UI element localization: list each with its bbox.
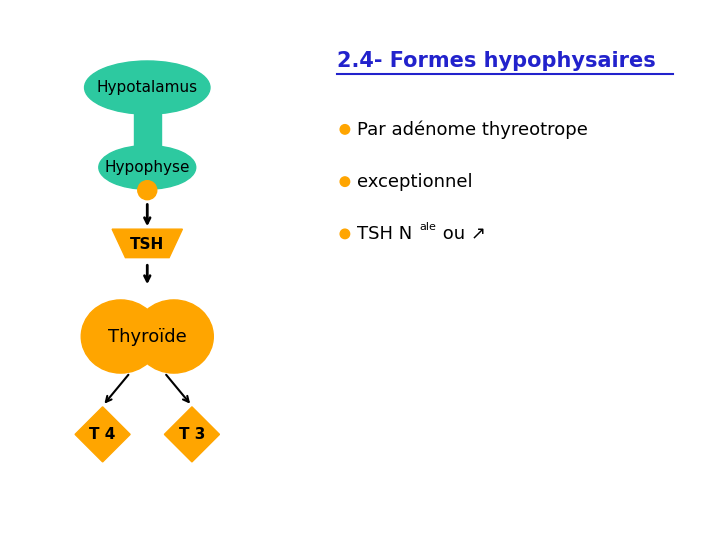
Circle shape <box>340 125 350 134</box>
Text: 2.4- Formes hypophysaires: 2.4- Formes hypophysaires <box>337 51 656 71</box>
Text: T 4: T 4 <box>89 427 116 442</box>
Polygon shape <box>164 407 220 462</box>
Text: exceptionnel: exceptionnel <box>357 173 473 191</box>
Ellipse shape <box>84 61 210 114</box>
Ellipse shape <box>81 300 160 373</box>
Circle shape <box>340 177 350 186</box>
Text: Hypophyse: Hypophyse <box>104 160 190 175</box>
Bar <box>134 111 161 153</box>
Polygon shape <box>75 407 130 462</box>
Ellipse shape <box>135 300 213 373</box>
Text: ou ↗: ou ↗ <box>437 225 486 243</box>
Text: T 3: T 3 <box>179 427 205 442</box>
Text: ale: ale <box>419 222 436 232</box>
Circle shape <box>138 181 157 200</box>
Text: TSH: TSH <box>130 237 164 252</box>
Text: TSH N: TSH N <box>357 225 413 243</box>
Text: Hypotalamus: Hypotalamus <box>96 80 198 95</box>
Text: Par adénome thyreotrope: Par adénome thyreotrope <box>357 120 588 139</box>
Polygon shape <box>112 229 182 258</box>
Circle shape <box>340 229 350 239</box>
Text: Thyroïde: Thyroïde <box>108 327 186 346</box>
Ellipse shape <box>99 146 196 189</box>
